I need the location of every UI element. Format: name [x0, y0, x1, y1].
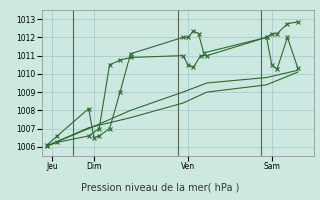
- Text: Pression niveau de la mer( hPa ): Pression niveau de la mer( hPa ): [81, 182, 239, 192]
